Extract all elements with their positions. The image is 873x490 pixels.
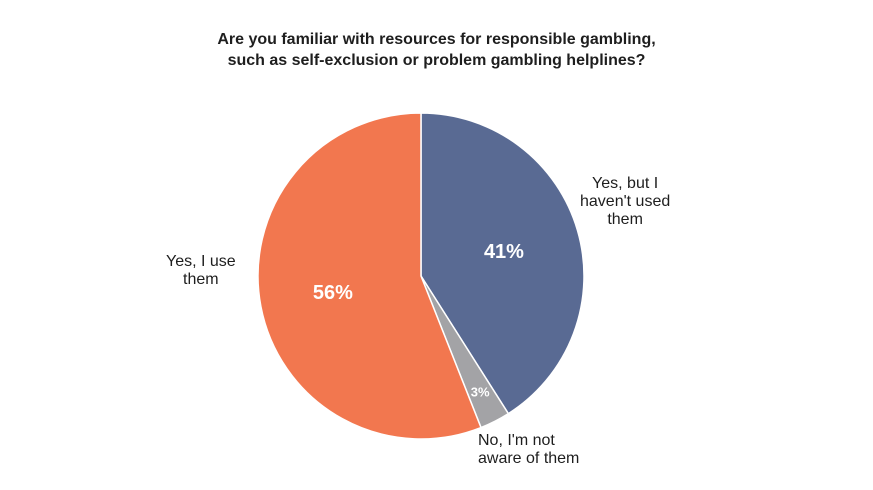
chart-title-line-2: such as self-exclusion or problem gambli… <box>227 52 646 69</box>
pie-slice-label-1: 3% <box>471 385 490 400</box>
pie-slice-2 <box>257 112 482 440</box>
pie-slice-0 <box>420 112 585 415</box>
category-label-not-aware: No, I'm not aware of them <box>478 432 580 467</box>
pie-slice-label-0: 41% <box>484 241 524 263</box>
chart-title-line-1: Are you familiar with resources for resp… <box>217 31 656 48</box>
category-label-yes-not-used: Yes, but I haven't used them <box>580 175 671 228</box>
pie-slice-label-2: 56% <box>313 282 353 304</box>
category-label-yes-use: Yes, I use them <box>166 253 236 288</box>
chart-title: Are you familiar with resources for resp… <box>0 29 873 71</box>
